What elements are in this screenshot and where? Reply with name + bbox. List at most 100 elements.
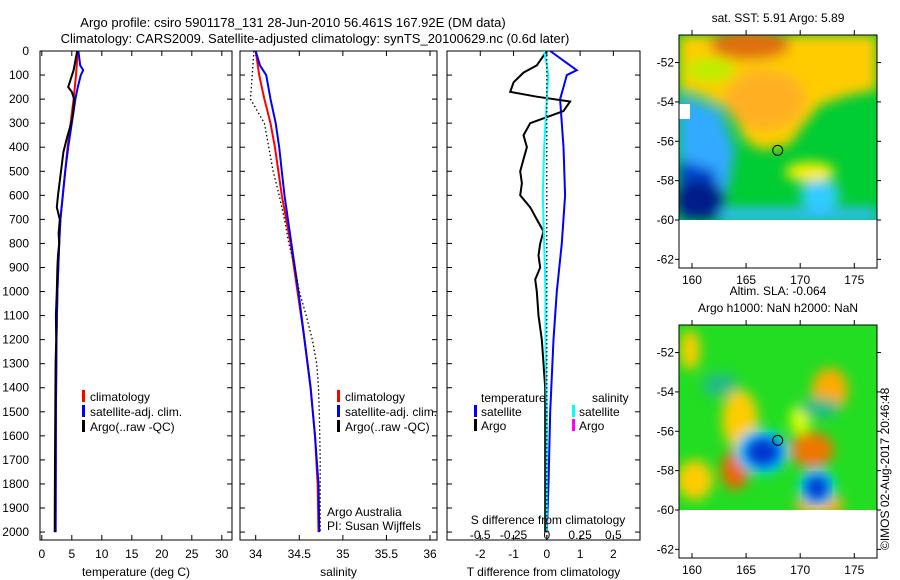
legend-entry: satellite bbox=[579, 405, 620, 419]
x-tick-label: -1 bbox=[508, 547, 519, 561]
x-tick-label: 34 bbox=[249, 547, 263, 561]
series-line-climatology bbox=[254, 50, 320, 533]
legend-entry: Argo(..raw -QC) bbox=[90, 420, 175, 434]
y-tick-label: 100 bbox=[9, 68, 29, 82]
y-tick-label: 900 bbox=[9, 260, 29, 274]
legend-group-title: salinity bbox=[592, 391, 629, 405]
lon-tick-label: 175 bbox=[844, 563, 864, 577]
legend-entry: climatology bbox=[90, 390, 150, 404]
lat-tick-label: -58 bbox=[657, 174, 675, 188]
maps bbox=[679, 35, 877, 510]
legend-entry: Argo bbox=[481, 419, 507, 433]
x-tick-label: 0 bbox=[38, 547, 45, 561]
y-tick-label: 1300 bbox=[2, 357, 29, 371]
y-tick-label: 800 bbox=[9, 236, 29, 250]
y-tick-label: 1100 bbox=[3, 309, 29, 323]
map-title: Altim. SLA: -0.064 bbox=[730, 284, 827, 298]
map-title: sat. SST: 5.91 Argo: 5.89 bbox=[712, 11, 845, 25]
s-tick-label: 0.25 bbox=[568, 528, 592, 542]
argo-position-marker bbox=[772, 434, 784, 446]
axes-frame bbox=[239, 50, 438, 541]
y-tick-label: 500 bbox=[9, 164, 29, 178]
lon-tick-label: 160 bbox=[682, 563, 702, 577]
y-tick-label: 1200 bbox=[2, 333, 29, 347]
lat-tick-label: -54 bbox=[657, 95, 675, 109]
x-tick-label: -2 bbox=[475, 547, 486, 561]
annotation-text: Argo Australia bbox=[327, 505, 402, 519]
x-tick-label: 35 bbox=[336, 547, 350, 561]
x-axis-label: T difference from climatology bbox=[467, 565, 621, 579]
series-line-argo-raw-qc- bbox=[53, 50, 79, 533]
series-line-climatology bbox=[54, 50, 79, 533]
series-line-satellite-adj-clim- bbox=[254, 50, 321, 533]
legend-swatch bbox=[82, 390, 85, 402]
series-line-salinity-satellite bbox=[541, 50, 550, 533]
lat-tick-label: -62 bbox=[657, 252, 675, 266]
title-line-1: Argo profile: csiro 5901178_131 28-Jun-2… bbox=[80, 15, 505, 30]
sst-map bbox=[679, 35, 877, 220]
argo-position-marker bbox=[772, 144, 784, 156]
s-axis-label: S difference from climatology bbox=[471, 513, 626, 527]
lat-tick-label: -54 bbox=[657, 385, 675, 399]
legend-swatch bbox=[474, 419, 477, 431]
lat-tick-label: -60 bbox=[657, 503, 675, 517]
x-tick-label: 36 bbox=[423, 547, 437, 561]
lat-tick-label: -58 bbox=[657, 464, 675, 478]
legend-swatch bbox=[82, 420, 85, 432]
y-tick-label: 1400 bbox=[2, 381, 29, 395]
s-tick-label: -0.25 bbox=[500, 528, 528, 542]
lon-tick-label: 165 bbox=[736, 273, 756, 287]
x-axis-label: temperature (deg C) bbox=[82, 565, 190, 579]
legend-entry: Argo(..raw -QC) bbox=[345, 420, 430, 434]
x-tick-label: 5 bbox=[68, 547, 75, 561]
y-tick-label: 600 bbox=[9, 188, 29, 202]
x-tick-label: 15 bbox=[125, 547, 139, 561]
map-frame bbox=[678, 324, 878, 559]
y-tick-label: 700 bbox=[9, 212, 29, 226]
y-tick-label: 1700 bbox=[2, 453, 29, 467]
lat-tick-label: -62 bbox=[657, 542, 675, 556]
lon-tick-label: 170 bbox=[790, 273, 810, 287]
map-frame bbox=[678, 34, 878, 269]
lat-tick-label: -60 bbox=[657, 213, 675, 227]
x-tick-label: 34.5 bbox=[288, 547, 312, 561]
x-tick-label: 10 bbox=[95, 547, 109, 561]
legend-entry: satellite bbox=[481, 405, 522, 419]
legend-entry: Argo bbox=[579, 419, 605, 433]
y-tick-label: 1600 bbox=[2, 429, 29, 443]
legend-group-title: temperature bbox=[481, 391, 546, 405]
lon-tick-label: 170 bbox=[790, 563, 810, 577]
annotation-text: PI: Susan Wijffels bbox=[327, 519, 421, 533]
s-tick-label: 0 bbox=[543, 528, 550, 542]
profile-panel-2: 34 34.5 35 35.5 36 salinity climatologysatelli… bbox=[239, 50, 438, 579]
series-line-argo-raw-qc- bbox=[249, 50, 321, 533]
legend-swatch bbox=[337, 405, 340, 417]
lat-tick-label: -56 bbox=[657, 424, 675, 438]
profile-panel-1: 0 5 10 15 20 25 300100200300400500600700800900… bbox=[2, 44, 233, 579]
x-tick-label: 0 bbox=[543, 547, 550, 561]
y-tick-label: 1500 bbox=[2, 405, 29, 419]
legend-swatch bbox=[82, 405, 85, 417]
y-tick-label: 1800 bbox=[2, 477, 29, 491]
series-line-temperature-argo bbox=[508, 50, 572, 533]
s-tick-label: -0.5 bbox=[470, 528, 491, 542]
legend-swatch bbox=[337, 390, 340, 402]
lat-tick-label: -56 bbox=[657, 134, 675, 148]
legend-entry: satellite-adj. clim. bbox=[90, 405, 182, 419]
sla-map bbox=[679, 325, 877, 510]
x-tick-label: 2 bbox=[610, 547, 617, 561]
y-tick-label: 1900 bbox=[2, 501, 29, 515]
y-tick-label: 200 bbox=[9, 92, 29, 106]
lon-tick-label: 160 bbox=[682, 273, 702, 287]
series-line-satellite-adj-clim- bbox=[54, 50, 85, 533]
x-tick-label: 20 bbox=[155, 547, 169, 561]
legend-swatch bbox=[337, 420, 340, 432]
y-tick-label: 400 bbox=[9, 140, 29, 154]
map-subtitle: Argo h1000: NaN h2000: NaN bbox=[698, 301, 858, 315]
series-line-temperature-satellite bbox=[545, 50, 579, 533]
y-tick-label: 0 bbox=[22, 44, 29, 58]
legend-swatch bbox=[572, 405, 575, 417]
y-tick-label: 300 bbox=[9, 116, 29, 130]
x-tick-label: 30 bbox=[215, 547, 229, 561]
